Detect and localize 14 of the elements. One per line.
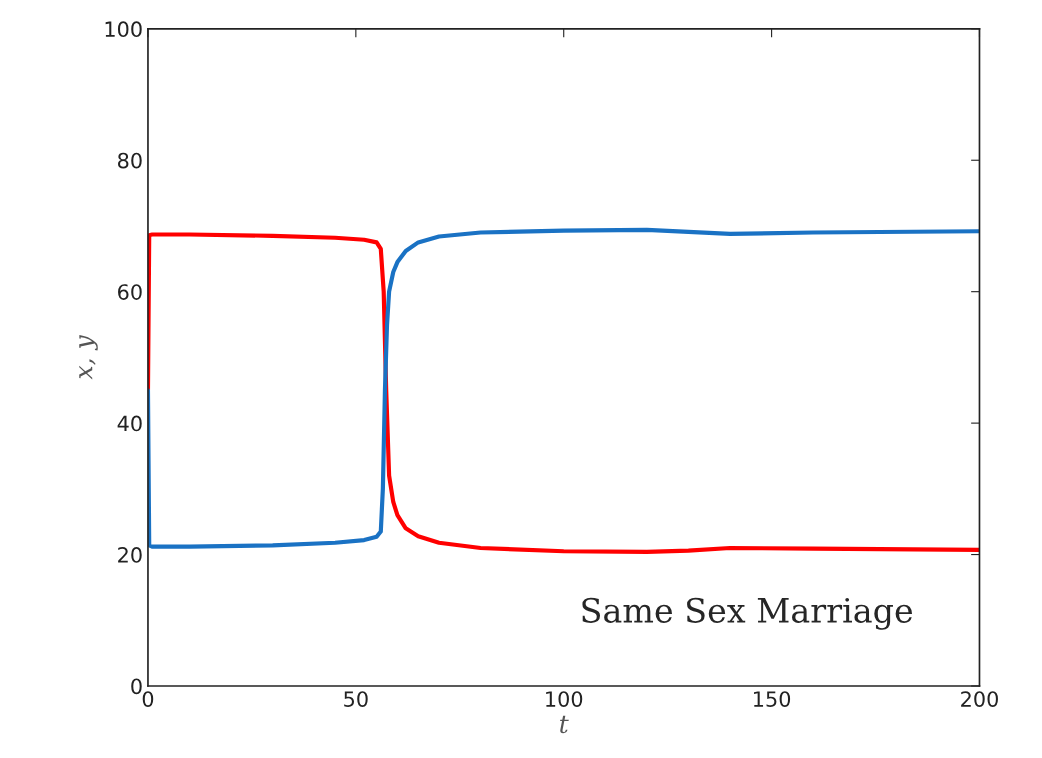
x-tick-label: 50 bbox=[344, 691, 368, 707]
y-axis-title: x, y bbox=[79, 335, 98, 380]
x-axis-title: t bbox=[560, 715, 569, 734]
y-tick-label: 20 bbox=[118, 547, 142, 563]
x-tick-label: 200 bbox=[961, 691, 998, 707]
annotation: Same Sex Marriage bbox=[582, 597, 913, 630]
y-tick-label: 80 bbox=[118, 152, 142, 169]
y-tick-label: 40 bbox=[117, 415, 142, 432]
y-tick-label: 0 bbox=[131, 678, 142, 695]
x-tick-label: 150 bbox=[754, 691, 791, 707]
y-tick-label: 100 bbox=[105, 21, 142, 38]
y-tick-label: 60 bbox=[118, 284, 142, 300]
x-tick-label: 100 bbox=[546, 691, 583, 707]
x-tick-label: 0 bbox=[142, 691, 154, 707]
